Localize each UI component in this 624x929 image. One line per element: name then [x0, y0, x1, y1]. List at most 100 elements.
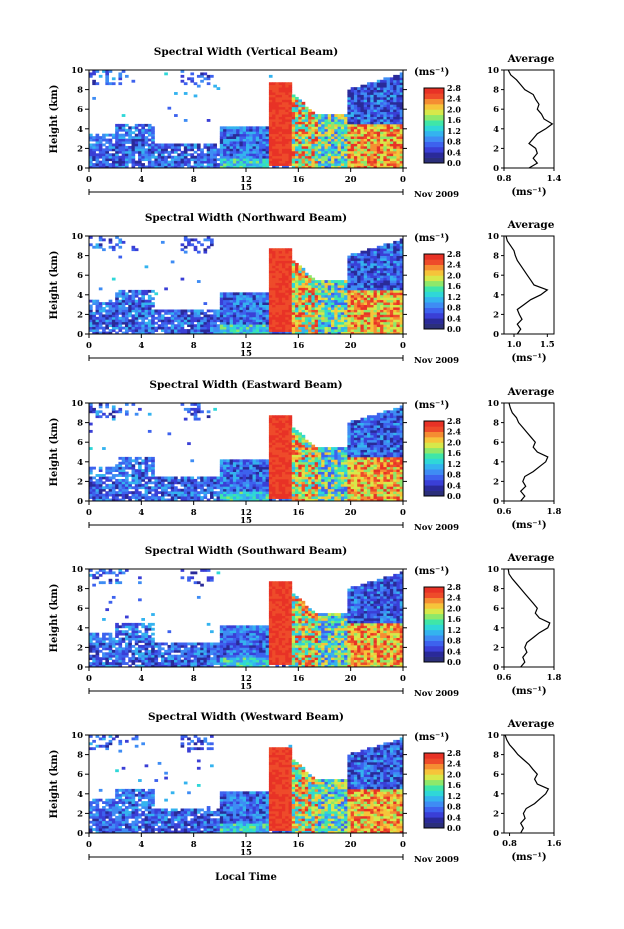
heatmap-cell — [340, 136, 345, 139]
heatmap-cell — [134, 478, 139, 482]
heatmap-cell — [393, 128, 397, 132]
heatmap-cell — [252, 138, 257, 142]
heatmap-cell — [144, 138, 149, 142]
heatmap-cell — [262, 461, 267, 465]
heatmap-cell — [151, 153, 155, 157]
heatmap-cell — [334, 141, 338, 144]
heatmap-cell — [108, 163, 113, 166]
heatmap-cell — [386, 101, 391, 105]
heatmap-cell — [304, 314, 309, 318]
heatmap-cell — [174, 158, 178, 162]
heatmap-cell — [327, 329, 332, 332]
heatmap-cell — [321, 145, 325, 149]
heatmap-cell — [288, 282, 293, 286]
heatmap-cell — [249, 150, 253, 154]
heatmap-cell — [268, 289, 273, 293]
heatmap-cell — [226, 496, 231, 499]
heatmap-cell — [131, 245, 136, 249]
heatmap-cell — [174, 316, 178, 320]
heatmap-cell — [376, 145, 381, 149]
heatmap-cell — [98, 287, 103, 291]
heatmap-cell — [138, 329, 142, 332]
heatmap-cell — [134, 326, 139, 330]
heatmap-cell — [262, 150, 267, 154]
heatmap-cell — [200, 155, 204, 159]
heatmap-cell — [314, 126, 319, 130]
heatmap-cell — [268, 331, 273, 335]
heatmap-cell — [193, 94, 198, 98]
heatmap-cell — [344, 324, 348, 328]
heatmap-cell — [373, 116, 378, 120]
heatmap-cell — [370, 270, 374, 274]
heatmap-cell — [311, 302, 316, 305]
heatmap-cell — [396, 324, 401, 328]
heatmap-cell — [396, 289, 401, 293]
heatmap-cell — [255, 158, 260, 162]
heatmap-cell — [347, 111, 352, 115]
heatmap-cell — [170, 148, 175, 152]
heatmap-cell — [200, 72, 204, 76]
heatmap-cell — [167, 163, 172, 166]
heatmap-cell — [370, 260, 374, 264]
heatmap-cell — [246, 297, 250, 301]
heatmap-cell — [183, 82, 188, 86]
heatmap-cell — [399, 265, 404, 269]
heatmap-cell — [246, 292, 250, 296]
heatmap-cell — [223, 145, 227, 149]
heatmap-cell — [376, 272, 381, 276]
heatmap-cell — [278, 133, 283, 137]
heatmap-cell — [376, 89, 381, 93]
heatmap-cell — [210, 316, 214, 320]
heatmap-cell — [353, 163, 358, 166]
heatmap-cell — [285, 131, 289, 135]
heatmap-cell — [317, 292, 322, 296]
heatmap-cell — [281, 307, 286, 310]
heatmap-cell — [118, 143, 123, 147]
heatmap-cell — [141, 289, 145, 293]
heatmap-cell — [393, 258, 397, 261]
heatmap-cell — [288, 96, 293, 100]
heatmap-cell — [340, 289, 345, 293]
heatmap-cell — [301, 270, 306, 274]
heatmap-cell — [298, 289, 302, 293]
y-tick-label: 6 — [77, 271, 83, 281]
heatmap-cell — [131, 481, 136, 485]
heatmap-cell — [334, 163, 338, 166]
heatmap-cell — [386, 289, 391, 293]
heatmap-cell — [380, 87, 384, 90]
heatmap-cell — [357, 287, 361, 291]
heatmap-cell — [340, 331, 345, 335]
heatmap-cell — [151, 459, 155, 463]
heatmap-cell — [275, 282, 280, 286]
heatmap-cell — [196, 321, 201, 325]
colorbar-tick-label: 2.0 — [447, 270, 461, 280]
heatmap-cell — [115, 153, 119, 157]
heatmap-cell — [295, 329, 299, 332]
heatmap-cell — [340, 143, 345, 147]
heatmap-cell — [187, 481, 191, 485]
heatmap-cell — [350, 262, 355, 266]
heatmap-cell — [98, 486, 103, 490]
heatmap-cell — [353, 114, 358, 117]
heatmap-cell — [246, 136, 250, 139]
heatmap-cell — [288, 87, 293, 90]
heatmap-cell — [98, 493, 103, 497]
heatmap-cell — [232, 163, 237, 166]
heatmap-cell — [246, 131, 250, 135]
heatmap-cell — [272, 265, 276, 269]
heatmap-cell — [154, 486, 159, 490]
heatmap-cell — [115, 324, 119, 328]
heatmap-cell — [363, 89, 368, 93]
heatmap-cell — [105, 163, 110, 166]
heatmap-cell — [311, 119, 316, 122]
heatmap-cell — [298, 104, 302, 108]
heatmap-cell — [324, 324, 329, 328]
heatmap-cell — [203, 488, 208, 492]
heatmap-cell — [389, 111, 394, 115]
heatmap-cell — [380, 250, 384, 254]
heatmap-cell — [327, 136, 332, 139]
heatmap-cell — [160, 145, 165, 149]
heatmap-cell — [373, 287, 378, 291]
heatmap-cell — [213, 316, 217, 320]
heatmap-cell — [180, 309, 185, 313]
